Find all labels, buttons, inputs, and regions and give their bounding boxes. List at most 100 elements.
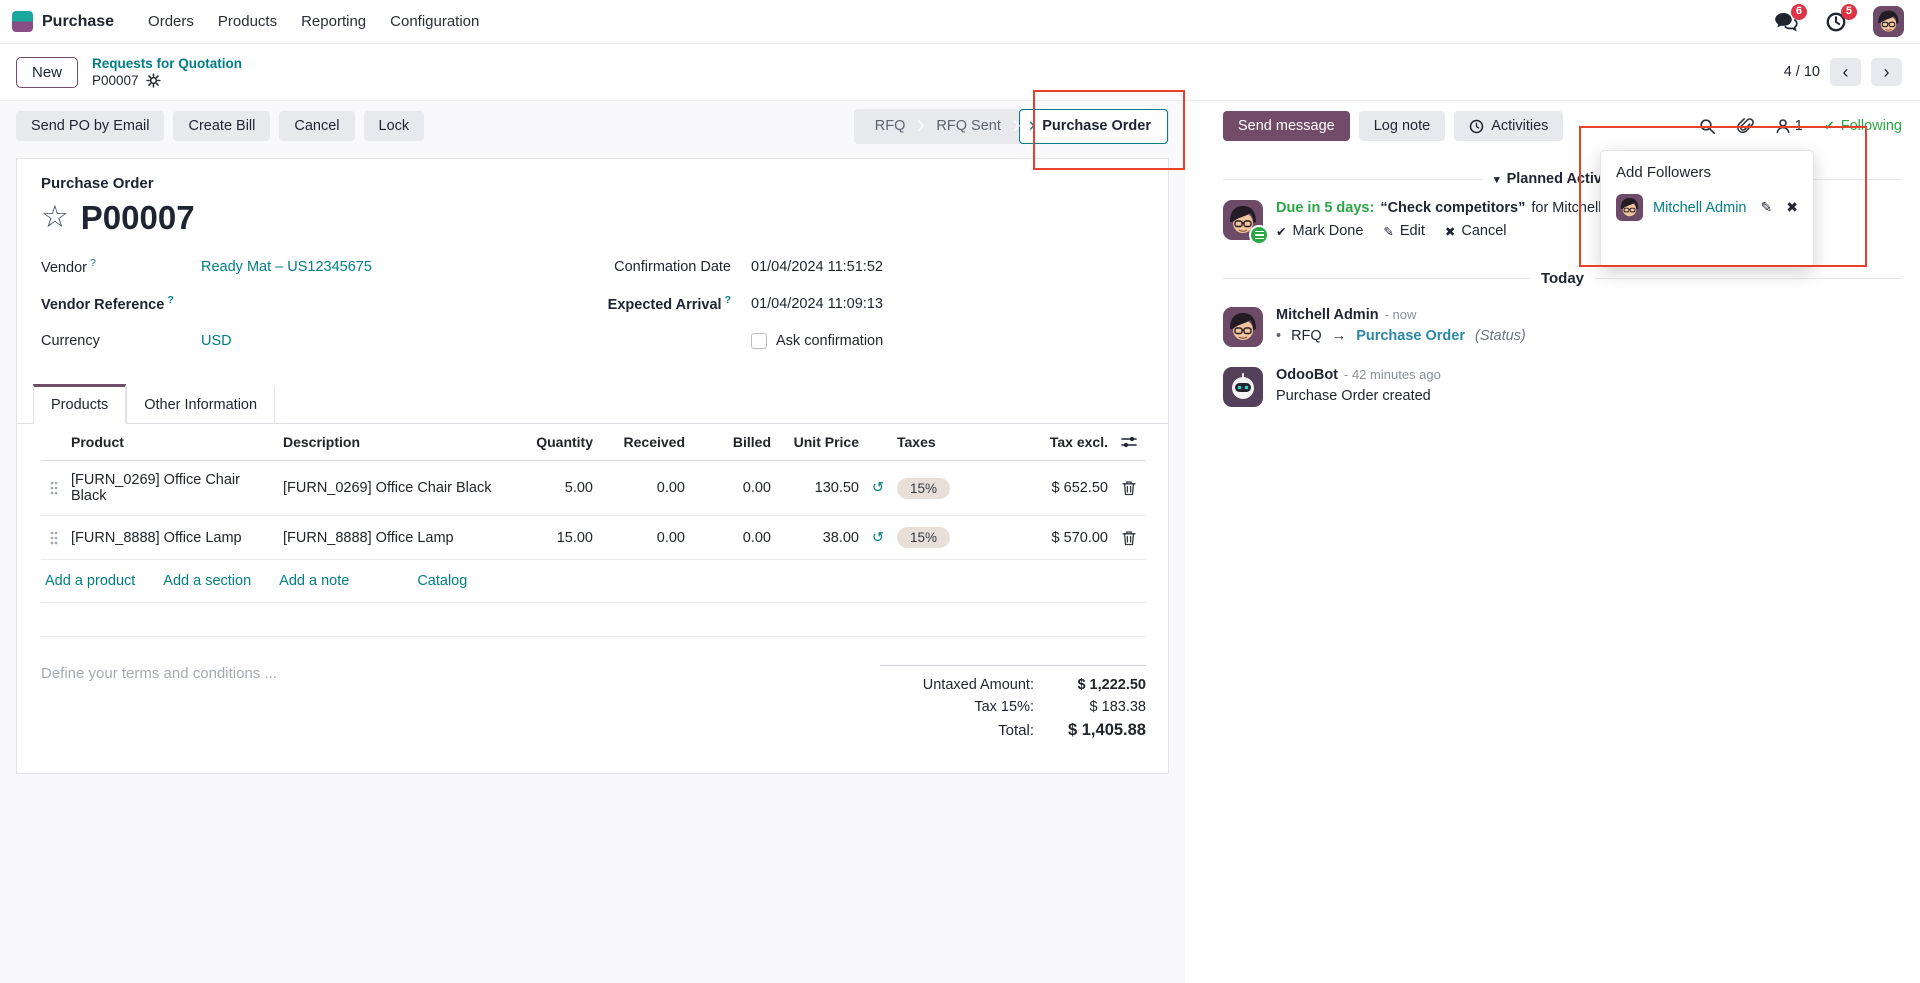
col-header-quantity[interactable]: Quantity <box>536 434 593 450</box>
bullet-icon: • <box>1276 328 1282 344</box>
new-button[interactable]: New <box>16 56 79 88</box>
pager: 4 / 10 ‹ › <box>1784 58 1902 86</box>
nav-item-products[interactable]: Products <box>217 13 278 30</box>
delete-line-button[interactable] <box>1116 480 1142 496</box>
user-avatar[interactable] <box>1873 6 1904 37</box>
pager-previous-button[interactable]: ‹ <box>1830 58 1861 86</box>
cell-received[interactable]: 0.00 <box>656 529 685 546</box>
breadcrumb-parent-link[interactable]: Requests for Quotation <box>92 56 243 71</box>
edit-activity-button[interactable]: ✎ Edit <box>1383 223 1425 239</box>
form-column: Send PO by Email Create Bill Cancel Lock… <box>0 101 1185 983</box>
tax-tag[interactable]: 15% <box>897 527 951 548</box>
message-author[interactable]: Mitchell Admin <box>1276 307 1379 323</box>
expected-arrival-value[interactable]: 01/04/2024 11:09:13 <box>751 295 883 312</box>
terms-placeholder[interactable]: Define your terms and conditions ... <box>41 665 277 682</box>
pager-value: 4 / 10 <box>1783 64 1820 80</box>
today-label: Today <box>1540 270 1585 287</box>
add-a-note-link[interactable]: Add a note <box>279 573 350 589</box>
send-message-button[interactable]: Send message <box>1223 111 1350 141</box>
favorite-star-icon[interactable]: ☆ <box>41 198 69 234</box>
confirmation-date-label: Confirmation Date <box>614 258 731 275</box>
cell-unit-price[interactable]: 130.50 <box>814 480 859 496</box>
pager-next-button[interactable]: › <box>1871 58 1902 86</box>
confirmation-date-value[interactable]: 01/04/2024 11:51:52 <box>751 258 883 275</box>
activities-button[interactable]: Activities <box>1454 111 1564 141</box>
followers-button[interactable]: 1 <box>1775 118 1803 134</box>
top-navbar: Purchase Orders Products Reporting Confi… <box>0 0 1920 44</box>
tab-other-information[interactable]: Other Information <box>126 384 276 424</box>
remove-follower-x-icon[interactable]: ✖ <box>1786 199 1798 215</box>
following-button[interactable]: ✔ Following <box>1823 118 1902 134</box>
edit-follower-pencil-icon[interactable]: ✎ <box>1760 199 1773 215</box>
message-body: Purchase Order created <box>1276 388 1431 404</box>
workspace: Send PO by Email Create Bill Cancel Lock… <box>0 100 1920 983</box>
message-author[interactable]: OdooBot <box>1276 367 1339 383</box>
cell-product[interactable]: [FURN_0269] Office Chair Black <box>71 472 240 504</box>
order-lines-table: Product Description Quantity Received Bi… <box>41 424 1146 637</box>
price-history-icon[interactable]: ↺ <box>871 529 885 546</box>
chatter-toolbar: Send message Log note Activities <box>1223 108 1920 144</box>
vendor-value-link[interactable]: Ready Mat – US12345675 <box>201 258 372 275</box>
cell-description[interactable]: [FURN_8888] Office Lamp <box>283 529 454 546</box>
send-po-by-email-button[interactable]: Send PO by Email <box>16 111 165 141</box>
col-header-received[interactable]: Received <box>623 434 685 450</box>
help-icon: ? <box>167 294 174 307</box>
col-header-unit-price[interactable]: Unit Price <box>793 434 859 450</box>
catalog-link[interactable]: Catalog <box>417 573 468 589</box>
cell-quantity[interactable]: 15.00 <box>556 529 593 546</box>
add-a-section-link[interactable]: Add a section <box>163 573 252 589</box>
nav-item-configuration[interactable]: Configuration <box>390 13 480 30</box>
cell-quantity[interactable]: 5.00 <box>564 480 593 496</box>
planned-activities-toggle[interactable]: ▾ Planned Activities <box>1494 171 1631 187</box>
expected-arrival-label: Expected Arrival? <box>607 294 731 313</box>
log-note-button[interactable]: Log note <box>1358 111 1446 141</box>
mark-done-button[interactable]: ✔ Mark Done <box>1276 223 1364 239</box>
ask-confirmation-checkbox[interactable] <box>751 332 767 349</box>
price-history-icon[interactable]: ↺ <box>871 480 885 496</box>
add-a-product-link[interactable]: Add a product <box>45 573 136 589</box>
nav-item-reporting[interactable]: Reporting <box>301 13 367 30</box>
cancel-button[interactable]: Cancel <box>279 111 355 141</box>
tax-tag[interactable]: 15% <box>897 477 951 499</box>
drag-handle[interactable] <box>41 520 67 556</box>
status-step-rfq[interactable]: RFQ <box>874 118 906 134</box>
tab-products[interactable]: Products <box>33 384 127 424</box>
col-header-tax-excl[interactable]: Tax excl. <box>1049 434 1108 450</box>
cell-billed[interactable]: 0.00 <box>742 480 771 496</box>
status-step-rfq-sent[interactable]: RFQ Sent <box>936 118 1001 134</box>
attachments-paperclip-icon[interactable] <box>1736 117 1754 135</box>
col-header-product[interactable]: Product <box>71 434 124 450</box>
action-bar: Send PO by Email Create Bill Cancel Lock… <box>0 101 1185 151</box>
activities-menu-button[interactable]: 5 <box>1823 3 1857 34</box>
cell-billed[interactable]: 0.00 <box>742 529 771 546</box>
status-step-purchase-order-active[interactable]: › Purchase Order <box>1018 108 1168 144</box>
delete-line-button[interactable] <box>1116 530 1142 546</box>
col-header-billed[interactable]: Billed <box>732 434 771 450</box>
action-gear-icon[interactable] <box>145 73 161 88</box>
help-icon: ? <box>724 294 731 307</box>
cell-received[interactable]: 0.00 <box>656 480 685 496</box>
search-messages-icon[interactable] <box>1699 118 1716 135</box>
table-footer-links: Add a product Add a section Add a note C… <box>41 560 1146 603</box>
create-bill-button[interactable]: Create Bill <box>173 111 271 141</box>
follower-name-link[interactable]: Mitchell Admin <box>1653 199 1747 216</box>
vendor-label: Vendor? <box>41 257 96 276</box>
col-header-taxes[interactable]: Taxes <box>897 434 936 450</box>
app-menu-button[interactable]: Purchase <box>12 11 114 32</box>
cancel-activity-button[interactable]: ✖ Cancel <box>1444 223 1507 239</box>
cell-description[interactable]: [FURN_0269] Office Chair Black <box>283 480 492 496</box>
drag-handle[interactable] <box>41 470 67 506</box>
cell-unit-price[interactable]: 38.00 <box>822 529 859 546</box>
col-header-description[interactable]: Description <box>283 434 361 450</box>
tracking-field-name: (Status) <box>1475 328 1526 344</box>
notebook-tabs: Products Other Information <box>17 384 1168 424</box>
optional-columns-icon[interactable] <box>1112 425 1146 459</box>
add-followers-title[interactable]: Add Followers <box>1616 164 1712 181</box>
messages-menu-button[interactable]: 6 <box>1773 3 1807 34</box>
nav-item-orders[interactable]: Orders <box>148 13 194 30</box>
lock-button[interactable]: Lock <box>363 111 425 141</box>
table-row: [FURN_0269] Office Chair Black [FURN_026… <box>41 461 1146 516</box>
tax-value: $ 183.38 <box>1089 699 1146 715</box>
cell-product[interactable]: [FURN_8888] Office Lamp <box>71 529 242 546</box>
currency-value-link[interactable]: USD <box>201 332 232 349</box>
